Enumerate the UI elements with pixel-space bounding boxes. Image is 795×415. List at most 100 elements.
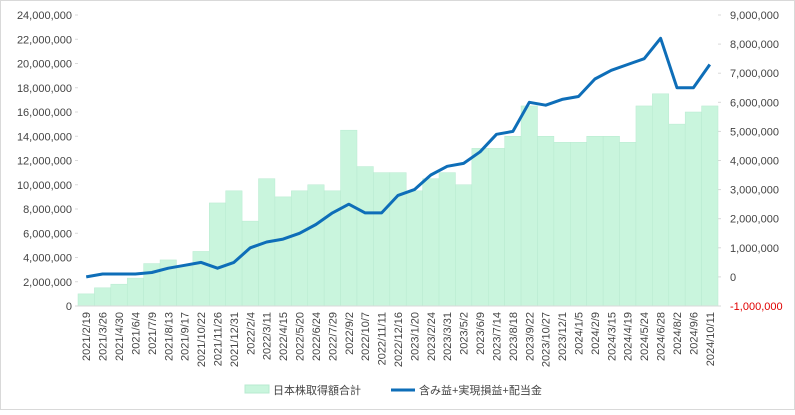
x-tick-label: 2023/12/1 bbox=[557, 312, 569, 361]
x-tick-label: 2021/7/9 bbox=[147, 312, 159, 355]
x-tick-label: 2023/1/20 bbox=[409, 312, 421, 361]
y-tick-label: 20,000,000 bbox=[17, 59, 72, 71]
legend-label: 日本株取得額合計 bbox=[273, 383, 361, 397]
x-tick-label: 2022/10/7 bbox=[360, 312, 372, 361]
bar bbox=[274, 196, 292, 307]
bar bbox=[77, 293, 95, 307]
y-tick-label: 18,000,000 bbox=[17, 83, 72, 95]
bar bbox=[356, 166, 374, 307]
x-tick-label: 2024/8/2 bbox=[672, 312, 684, 355]
legend-label: 含み益+実現損益+配当金 bbox=[419, 383, 542, 397]
x-tick-label: 2023/5/2 bbox=[459, 312, 471, 355]
bar bbox=[241, 220, 259, 307]
y-tick-label: 8,000,000 bbox=[23, 204, 72, 216]
x-tick-label: 2022/5/20 bbox=[295, 312, 307, 361]
bar bbox=[652, 93, 670, 307]
x-tick-label: 2022/9/2 bbox=[344, 312, 356, 355]
x-tick-label: 2021/10/22 bbox=[196, 312, 208, 367]
x-tick-label: 2024/2/9 bbox=[590, 312, 602, 355]
bar bbox=[176, 265, 194, 307]
y-tick-label: 16,000,000 bbox=[17, 107, 72, 119]
x-tick-label: 2022/2/4 bbox=[245, 312, 257, 355]
bar bbox=[520, 105, 538, 307]
bar bbox=[126, 277, 144, 307]
bar bbox=[570, 142, 587, 307]
x-tick-label: 2021/11/26 bbox=[212, 312, 224, 366]
y-tick-label: 12,000,000 bbox=[17, 156, 72, 168]
bar bbox=[701, 105, 719, 307]
x-tick-label: 2024/3/15 bbox=[606, 312, 618, 361]
x-tick-label: 2023/10/27 bbox=[541, 312, 553, 367]
bar bbox=[405, 190, 423, 307]
x-tick-label: 2021/4/30 bbox=[114, 312, 126, 361]
bar bbox=[684, 111, 702, 307]
bar bbox=[668, 123, 686, 307]
y-tick-label: 0 bbox=[66, 301, 72, 313]
x-tick-label: 2022/7/29 bbox=[327, 312, 339, 361]
x-tick-label: 2021/6/4 bbox=[130, 312, 142, 355]
bar bbox=[323, 190, 341, 307]
bar bbox=[209, 202, 226, 307]
y2-tick-label: -1,000,000 bbox=[730, 301, 783, 313]
y2-tick-label: 7,000,000 bbox=[730, 68, 779, 80]
bar bbox=[537, 136, 555, 307]
x-tick-label: 2021/12/31 bbox=[229, 312, 241, 367]
bar bbox=[455, 184, 473, 307]
bar bbox=[340, 129, 358, 307]
x-tick-label: 2022/11/11 bbox=[377, 312, 389, 365]
x-tick-label: 2024/9/6 bbox=[688, 312, 700, 355]
y2-tick-label: 6,000,000 bbox=[730, 97, 779, 109]
bar bbox=[602, 136, 620, 307]
y-tick-label: 24,000,000 bbox=[17, 10, 72, 22]
y-tick-label: 6,000,000 bbox=[23, 228, 72, 240]
x-tick-label: 2023/6/9 bbox=[475, 312, 487, 355]
bar bbox=[94, 287, 112, 307]
x-tick-label: 2021/9/17 bbox=[180, 312, 192, 361]
x-tick-label: 2024/6/28 bbox=[656, 312, 668, 361]
y2-tick-label: 0 bbox=[730, 272, 736, 284]
x-tick-label: 2024/4/19 bbox=[623, 312, 635, 361]
y-tick-label: 22,000,000 bbox=[17, 34, 72, 46]
x-tick-label: 2021/8/13 bbox=[163, 312, 175, 361]
bar bbox=[553, 142, 571, 307]
bar bbox=[586, 136, 604, 307]
y-tick-label: 4,000,000 bbox=[23, 253, 72, 265]
bar bbox=[635, 105, 653, 307]
x-tick-label: 2023/3/31 bbox=[442, 312, 454, 361]
bar bbox=[192, 251, 210, 307]
x-tick-label: 2022/12/16 bbox=[393, 312, 405, 367]
bar bbox=[373, 172, 391, 307]
x-tick-label: 2024/10/11 bbox=[705, 312, 717, 366]
y2-tick-label: 4,000,000 bbox=[730, 156, 779, 168]
x-tick-label: 2023/2/24 bbox=[426, 312, 438, 361]
bar bbox=[110, 283, 128, 307]
bar bbox=[438, 172, 456, 307]
x-tick-label: 2022/4/15 bbox=[278, 312, 290, 361]
x-tick-label: 2024/1/5 bbox=[574, 312, 586, 355]
legend-swatch bbox=[244, 384, 270, 394]
bar bbox=[422, 178, 440, 307]
y2-tick-label: 9,000,000 bbox=[730, 10, 779, 22]
y2-tick-label: 3,000,000 bbox=[730, 185, 779, 197]
bar bbox=[307, 184, 325, 307]
y-tick-label: 14,000,000 bbox=[17, 131, 72, 143]
bar bbox=[225, 190, 243, 307]
bar bbox=[291, 190, 308, 307]
x-tick-label: 2023/9/22 bbox=[524, 312, 536, 361]
line bbox=[85, 36, 712, 279]
x-tick-label: 2022/6/24 bbox=[311, 312, 323, 361]
y2-tick-label: 2,000,000 bbox=[730, 214, 779, 226]
bar bbox=[488, 148, 505, 307]
y-tick-label: 2,000,000 bbox=[23, 277, 72, 289]
y-tick-label: 10,000,000 bbox=[17, 180, 72, 192]
x-tick-label: 2021/3/26 bbox=[98, 312, 110, 361]
bar bbox=[619, 142, 637, 307]
x-tick-label: 2021/2/19 bbox=[81, 312, 93, 361]
x-tick-label: 2022/3/11 bbox=[262, 312, 274, 360]
x-tick-label: 2024/5/24 bbox=[639, 312, 651, 361]
x-tick-label: 2023/7/14 bbox=[491, 312, 503, 361]
y2-tick-label: 8,000,000 bbox=[730, 39, 779, 51]
y2-tick-label: 1,000,000 bbox=[730, 243, 779, 255]
y2-tick-label: 5,000,000 bbox=[730, 126, 779, 138]
